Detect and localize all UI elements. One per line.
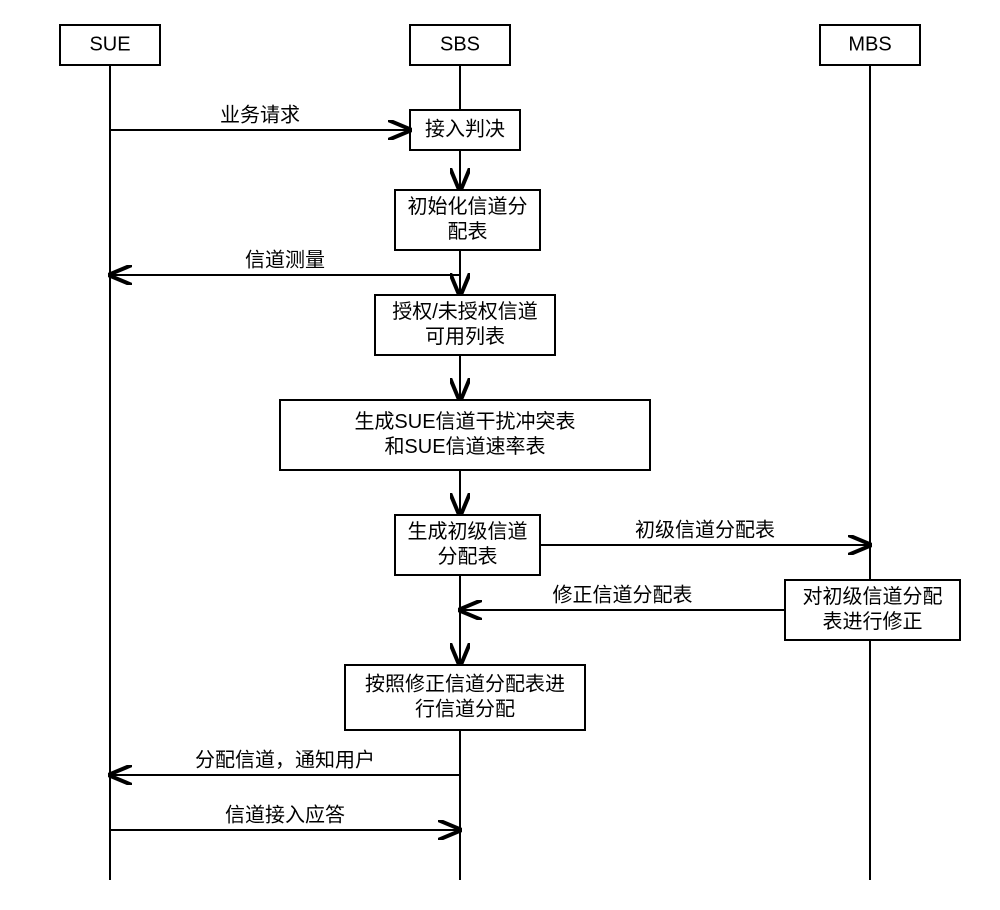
box-text-b5-1: 分配表 <box>438 545 498 568</box>
box-text-b3-1: 可用列表 <box>425 325 505 348</box>
box-text-b5-0: 生成初级信道 <box>408 520 528 543</box>
box-text-b2-0: 初始化信道分 <box>408 195 528 218</box>
message-label-m2: 信道测量 <box>245 248 325 271</box>
actor-label-mbs: MBS <box>848 33 891 55</box>
box-text-b7-1: 行信道分配 <box>415 697 515 720</box>
message-label-m1: 业务请求 <box>220 103 300 126</box>
box-text-b6-1: 表进行修正 <box>823 610 923 633</box>
box-text-b6-0: 对初级信道分配 <box>803 585 943 608</box>
box-text-b7-0: 按照修正信道分配表进 <box>365 672 565 695</box>
box-text-b4-0: 生成SUE信道干扰冲突表 <box>354 410 575 433</box>
box-text-b2-1: 配表 <box>448 220 488 243</box>
box-text-b4-1: 和SUE信道速率表 <box>384 435 545 458</box>
actor-label-sbs: SBS <box>440 33 480 55</box>
message-label-m5: 分配信道，通知用户 <box>195 748 375 771</box>
box-text-b1-0: 接入判决 <box>425 117 505 140</box>
actor-label-sue: SUE <box>89 33 130 55</box>
box-text-b3-0: 授权/未授权信道 <box>392 300 538 323</box>
message-label-m6: 信道接入应答 <box>225 803 345 826</box>
message-label-m3: 初级信道分配表 <box>635 518 775 541</box>
sequence-diagram: SUE SBS MBS 接入判决初始化信道分配表授权/未授权信道可用列表生成SUE信道… <box>0 0 1000 910</box>
message-label-m4: 修正信道分配表 <box>553 583 693 606</box>
